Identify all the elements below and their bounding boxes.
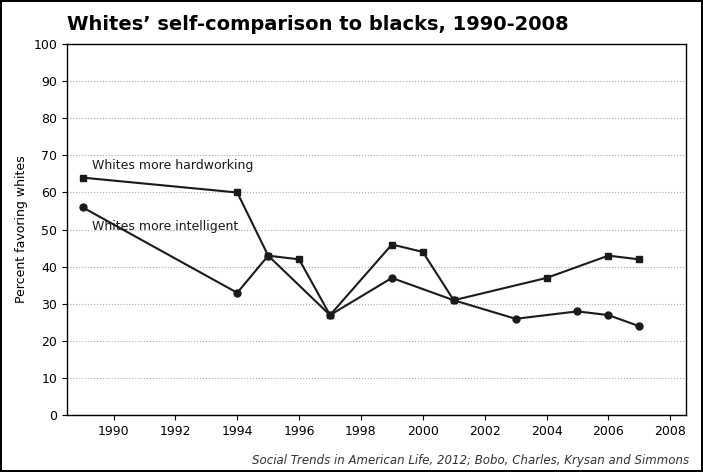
Text: Whites more hardworking: Whites more hardworking — [92, 159, 253, 172]
Text: Whites more intelligent: Whites more intelligent — [92, 220, 238, 233]
Text: Social Trends in American Life, 2012; Bobo, Charles, Krysan and Simmons: Social Trends in American Life, 2012; Bo… — [252, 454, 689, 467]
Text: Whites’ self-comparison to blacks, 1990-2008: Whites’ self-comparison to blacks, 1990-… — [67, 15, 569, 34]
Y-axis label: Percent favoring whites: Percent favoring whites — [15, 156, 28, 303]
